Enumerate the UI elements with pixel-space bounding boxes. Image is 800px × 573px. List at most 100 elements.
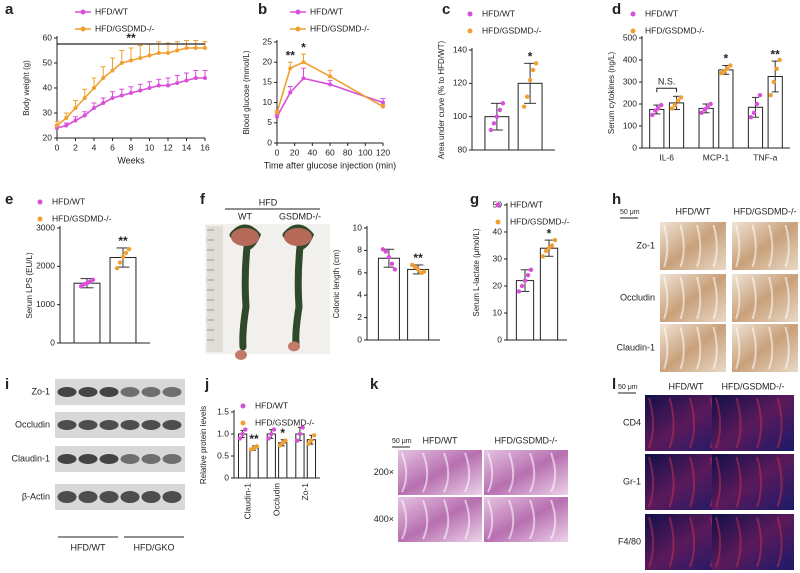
data-point xyxy=(728,63,733,68)
data-point xyxy=(516,289,522,294)
tissue-fold xyxy=(464,452,471,493)
blot-band xyxy=(99,420,119,430)
blot-band xyxy=(57,420,77,430)
data-point xyxy=(421,269,427,274)
legend-label: HFD/WT xyxy=(255,400,288,410)
data-point xyxy=(283,438,288,443)
y-tick-label: 6 xyxy=(357,267,362,277)
column-label: HFD/WT xyxy=(423,435,458,445)
tissue-fold xyxy=(735,326,741,370)
data-point xyxy=(389,261,395,267)
data-point xyxy=(90,277,96,282)
bar xyxy=(237,433,248,479)
point xyxy=(110,96,115,100)
tissue-fold xyxy=(776,397,783,449)
data-point xyxy=(751,110,757,116)
y-tick-label: 10 xyxy=(493,307,503,317)
point xyxy=(301,60,306,65)
blot-band xyxy=(78,387,98,397)
scale-label: 50 μm xyxy=(618,384,638,391)
blot-band xyxy=(120,420,140,430)
point xyxy=(73,106,78,110)
tissue-fold xyxy=(663,276,669,320)
bar xyxy=(407,268,430,341)
tissue-fold xyxy=(648,397,655,449)
point xyxy=(119,61,124,65)
blot-band xyxy=(162,387,182,397)
tissue-fold xyxy=(712,276,718,320)
data-point xyxy=(549,243,555,248)
blot-band xyxy=(78,420,98,430)
y-tick-label: 0 xyxy=(497,334,502,344)
data-point xyxy=(114,266,120,271)
x-tick-label: Claudin-1 xyxy=(243,483,253,520)
x-tick-label: 14 xyxy=(182,142,192,152)
point xyxy=(92,106,96,110)
micrograph xyxy=(484,450,568,495)
tissue-fold xyxy=(668,456,675,508)
y-tick-label: 300 xyxy=(623,76,637,86)
tissue-fold xyxy=(648,456,655,508)
photo-header: HFD xyxy=(259,197,278,207)
point xyxy=(175,81,180,85)
legend-label: HFD/GSDMD-/- xyxy=(645,25,705,35)
tissue-fold xyxy=(784,326,790,370)
legend-marker xyxy=(37,199,43,205)
data-point xyxy=(650,112,655,118)
data-point xyxy=(708,101,713,107)
y-tick-label: 2000 xyxy=(36,261,55,271)
significance: * xyxy=(280,426,285,440)
bar xyxy=(266,433,276,479)
panel-letter: i xyxy=(5,376,9,393)
x-tick-label: 2 xyxy=(73,142,78,152)
data-point xyxy=(543,248,549,254)
y-axis-label: Area under curve (% to HFD/WT) xyxy=(437,41,446,160)
x-tick-label: Occludin xyxy=(271,483,281,516)
blot-band xyxy=(141,420,161,430)
micrograph xyxy=(484,497,568,542)
tissue-fold xyxy=(663,326,669,370)
column-label: HFD/WT xyxy=(669,381,704,391)
point xyxy=(381,100,385,105)
tissue-fold xyxy=(715,516,722,568)
rectum xyxy=(288,341,300,352)
legend-marker xyxy=(467,28,473,34)
data-point xyxy=(126,246,132,252)
ruler xyxy=(207,226,223,352)
data-point xyxy=(757,93,763,98)
blot-band xyxy=(57,491,77,503)
tissue-fold xyxy=(401,499,408,540)
legend-marker xyxy=(495,202,501,208)
tissue-fold xyxy=(712,326,718,370)
legend-label: HFD/GSDMD-/- xyxy=(510,216,570,226)
point xyxy=(193,46,198,50)
micrograph xyxy=(398,450,482,495)
point xyxy=(275,110,279,115)
x-tick-label: 40 xyxy=(308,147,318,157)
tissue-fold xyxy=(735,276,741,320)
data-point xyxy=(521,104,527,109)
tissue-fold xyxy=(679,276,685,320)
group-label: HFD/GKO xyxy=(133,542,174,552)
x-tick-label: 10 xyxy=(145,142,155,152)
scale-label: 50 μm xyxy=(392,438,412,445)
tissue-fold xyxy=(776,456,783,508)
blot-band xyxy=(120,454,140,464)
bracket xyxy=(656,87,678,93)
panel-letter: f xyxy=(200,191,206,208)
tissue-fold xyxy=(696,326,702,370)
point xyxy=(328,74,332,79)
y-tick-label: 5 xyxy=(267,117,272,127)
point xyxy=(82,96,87,100)
point xyxy=(64,123,69,128)
data-point xyxy=(491,121,497,126)
tissue-fold xyxy=(668,516,675,568)
y-axis-label: Blood glucose (mmol/L) xyxy=(242,50,251,134)
tissue-fold xyxy=(487,499,494,540)
column-label: HFD/GSDMD-/- xyxy=(734,206,797,216)
legend-marker xyxy=(80,26,86,32)
y-tick-label: 20 xyxy=(43,132,53,142)
x-tick-label: TNF-a xyxy=(753,152,777,162)
tissue-fold xyxy=(529,499,536,540)
